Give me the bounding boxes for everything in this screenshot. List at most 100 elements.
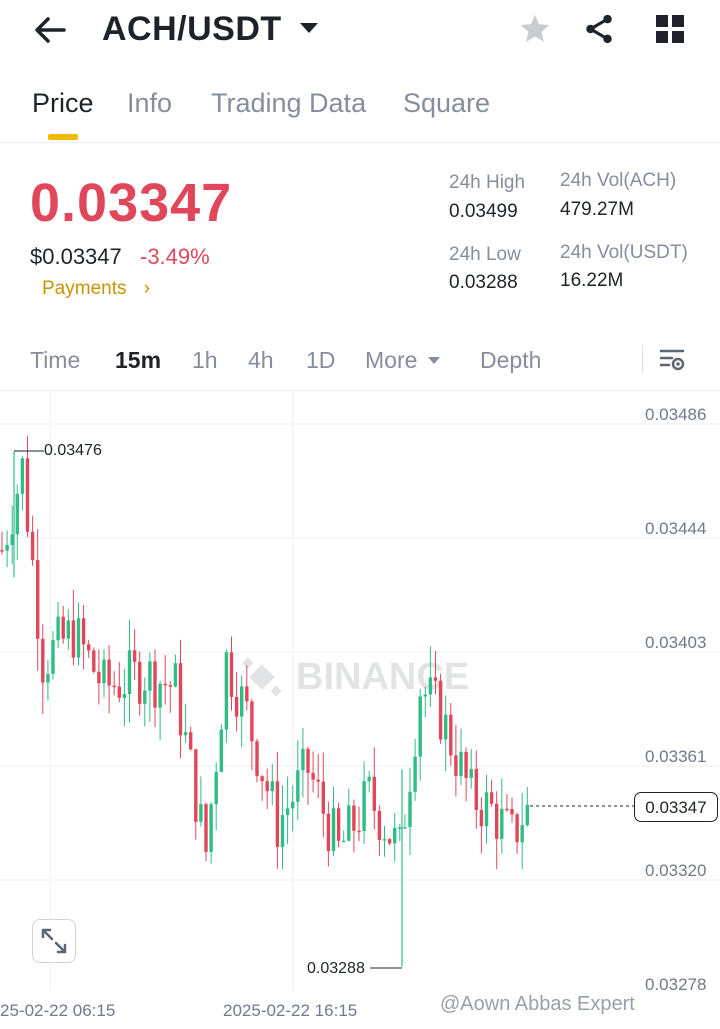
candle-body [382,839,387,841]
y-axis-label: 0.03320 [645,861,707,880]
candle-body [433,677,438,681]
candle-body [163,683,167,686]
tab-info[interactable]: Info [127,88,173,118]
interval-15m[interactable]: 15m [115,347,162,373]
interval-time[interactable]: Time [30,347,81,373]
favorite-star-icon[interactable] [518,12,552,51]
candles [0,436,529,967]
candle-body [173,663,178,687]
candle-body [275,781,280,847]
tab-divider [0,142,720,143]
candle-body [270,781,274,792]
current-price-tag: 0.03347 [634,792,718,822]
interval-more[interactable]: More [365,347,418,373]
interval-1d[interactable]: 1D [306,347,336,373]
candle-body [265,781,269,792]
candle-body [240,686,244,717]
y-axis-label: 0.03361 [645,747,707,766]
candle-body [189,732,193,750]
candle-body [20,458,25,494]
y-axis-label: 0.03486 [645,405,707,424]
candle-body [36,560,40,639]
interval-4h[interactable]: 4h [248,347,274,373]
candle-body [117,686,121,698]
candle-body [15,493,19,535]
tab-trading-data[interactable]: Trading Data [211,88,367,118]
candle-body [250,701,254,742]
candle-body [153,661,157,708]
candle-body [352,805,356,831]
candle-body [331,808,336,852]
candle-body [438,680,443,740]
interval-separator [642,345,643,373]
usd-price: $0.03347 [30,244,122,269]
fullscreen-button[interactable] [32,919,76,963]
candle-body [291,801,295,809]
low-value: 0.03288 [449,272,518,293]
pair-title[interactable]: ACH/USDT [102,10,282,48]
x-axis-label: 2025-02-22 16:15 [223,1001,358,1020]
low-label: 24h Low [449,244,521,265]
pair-dropdown-icon[interactable] [298,20,320,41]
candle-body [387,839,392,844]
candle-body [336,808,341,841]
candle-body [66,620,70,639]
candle-body [61,616,65,639]
vol-ach-label: 24h Vol(ACH) [560,170,677,191]
candle-body [229,652,234,697]
candle-body [520,825,524,843]
candle-body [81,618,86,645]
share-icon[interactable] [582,12,616,51]
candle-body [56,616,60,641]
candle-body [245,686,249,702]
tab-price[interactable]: Price [32,88,94,118]
candle-body [204,804,208,852]
candle-body [5,544,9,551]
candle-body [469,768,473,778]
candlestick-chart[interactable]: BINANCE [0,391,720,991]
candle-body [428,677,433,695]
candle-body [51,640,55,674]
tab-square[interactable]: Square [403,88,491,118]
candle-body [46,673,50,683]
interval-depth[interactable]: Depth [480,347,542,373]
candle-body [285,808,290,816]
candle-body [326,813,331,852]
back-button[interactable] [30,12,70,48]
candle-body [444,714,448,740]
payments-label: Payments [42,278,127,299]
candle-body [260,776,264,782]
payments-link[interactable]: Payments › [42,278,150,300]
candle-body [423,694,427,697]
candle-body [484,792,489,827]
candle-body [234,696,239,717]
y-axis-label: 0.03278 [645,975,707,994]
candle-body [71,620,76,658]
grid-menu-icon[interactable] [655,14,685,49]
candle-body [112,685,116,688]
candle-body [76,618,81,658]
candle-body [372,776,376,811]
candle-body [464,751,468,778]
candle-body [403,827,407,829]
y-axis-label: 0.03403 [645,633,707,652]
candle-body [107,659,111,686]
candle-body [148,661,152,691]
candle-body [209,804,213,852]
interval-1h[interactable]: 1h [192,347,218,373]
more-dropdown-icon[interactable] [427,353,441,371]
candle-body [311,772,315,780]
candle-body [224,652,229,730]
candle-body [280,815,285,847]
candle-body [194,749,198,822]
chart-settings-icon[interactable] [658,346,686,379]
candle-body [199,804,203,822]
candle-body [418,696,422,757]
candle-body [143,690,147,704]
candle-body [413,756,417,792]
candle-body [377,810,382,840]
candle-body [454,755,458,777]
candle-body [30,531,35,561]
candle-body [525,804,529,826]
interval-divider [0,390,720,391]
